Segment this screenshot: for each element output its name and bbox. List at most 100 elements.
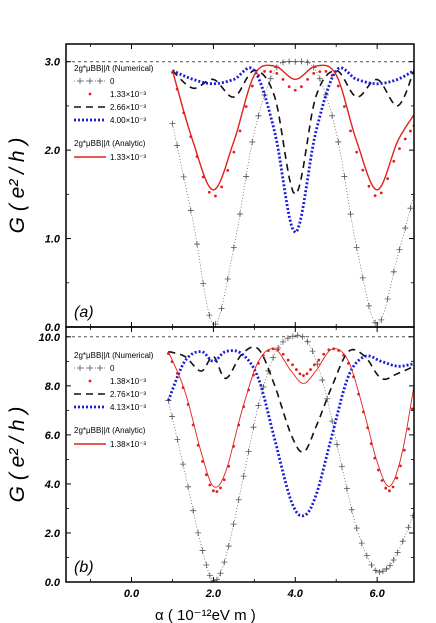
data-point [226,169,230,172]
data-point [394,549,401,556]
data-point [269,70,273,74]
data-point [289,333,296,340]
data-point [391,485,395,489]
panel-b: 0.0 2.0 4.0 6.0 8.0 10.0 0.0 2.0 4.0 6.0 G ( e² / … [6,326,415,600]
data-point [207,190,211,194]
panel-a: 0.0 1.0 2.0 3.0 G ( e² / h ) (a) 2g*μBB||/t (N… [6,43,415,334]
series-2 [171,69,414,196]
series-2 [168,346,414,454]
data-point [384,486,388,490]
x-tick-label: 2.0 [205,588,222,600]
data-point [255,402,262,409]
data-point [409,129,412,133]
y-tick-label: 8.0 [45,381,61,393]
data-point [169,413,176,420]
data-point [206,312,213,319]
data-point [281,77,285,81]
data-point [379,191,383,195]
data-point [396,246,403,253]
data-point [206,572,213,579]
legend-swatch-marker [77,365,83,371]
data-point [384,295,391,302]
data-point [281,352,285,356]
y-axis-label: G ( e² / h ) [6,407,29,503]
data-point [405,524,412,531]
data-point [219,486,222,490]
data-point [376,468,380,472]
data-point [365,302,372,309]
series-4 [171,64,414,191]
data-point [372,567,379,574]
legend-swatch-marker [97,78,103,84]
data-point [237,211,243,218]
data-point [348,506,355,513]
data-point [343,105,346,108]
legend-entry-label: 1.38×10⁻³ [110,377,146,386]
data-point [317,358,321,362]
data-point [224,275,231,282]
data-point [240,473,247,480]
data-point [187,207,194,214]
data-point [410,407,414,411]
data-point [232,150,236,154]
data-point [286,358,290,362]
data-point [250,84,254,88]
data-point [304,338,311,345]
legend-entry-label: 4.00×10⁻³ [110,116,146,125]
x-tick-label: 4.0 [287,588,304,600]
y-tick-label: 6.0 [45,430,61,442]
data-point [402,448,406,452]
data-point [399,538,406,545]
legend-entry-label: 1.38×10⁻³ [110,440,146,449]
data-point [298,372,302,376]
legend-entry-label: 2.66×10⁻³ [110,103,146,112]
data-point [338,463,345,470]
data-point [399,464,402,468]
legend-swatch-marker [87,78,93,84]
data-point [194,241,201,248]
data-point [190,507,197,514]
series-3 [171,66,414,235]
y-axis-label: G ( e² / h ) [6,138,29,234]
y-tick-label: 3.0 [45,57,61,69]
x-tick-label: 6.0 [370,588,386,600]
data-point [174,142,181,149]
data-point [379,568,386,575]
data-point [294,332,301,339]
data-point [341,173,348,180]
data-point [230,244,237,251]
x-axis-label: α ( 10⁻¹²eV m ) [155,607,256,623]
series-3 [167,349,414,518]
data-point [215,490,219,493]
data-point [230,521,237,528]
data-point [208,483,212,487]
legend-swatch-marker [77,78,83,84]
panel-label: (b) [74,559,94,576]
data-point [214,194,217,198]
series-line [167,348,414,488]
legend-header-analytic: 2g*μBB||/t (Analytic) [74,426,146,435]
data-point [324,395,331,402]
legend-swatch-marker [97,365,103,371]
data-point [355,150,359,154]
series-1 [171,70,414,198]
data-point [255,112,262,119]
data-point [343,485,350,492]
data-point [245,448,252,455]
legend-swatch-marker [87,365,93,371]
data-point [376,569,383,576]
data-point [386,177,390,181]
legend-header-numerical: 2g*μBB||/t (Numerical) [74,351,154,360]
data-point [292,58,299,65]
data-point [395,476,399,480]
y-tick-label: 1.0 [45,234,61,246]
data-point [359,274,366,281]
data-point [203,562,210,569]
data-point [309,368,312,371]
series-4 [167,348,414,488]
series-0 [169,58,414,327]
y-tick-label: 2.0 [44,528,61,540]
data-point [221,559,228,566]
data-point [312,363,316,367]
data-point [390,556,397,563]
